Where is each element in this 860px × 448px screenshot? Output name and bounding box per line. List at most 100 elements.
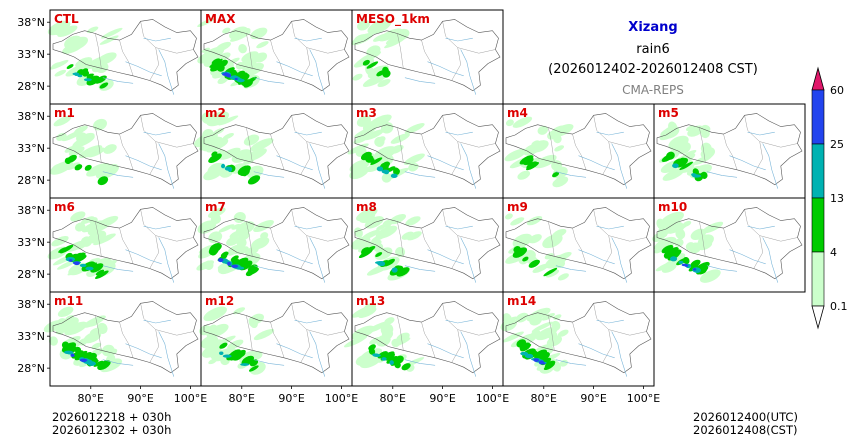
precip-light — [199, 142, 213, 151]
river-line — [460, 331, 477, 377]
precip-moderate — [401, 363, 411, 371]
province-boundary — [95, 221, 102, 257]
province-boundary — [119, 40, 134, 76]
river-line — [309, 331, 326, 377]
precip-moderate — [544, 360, 556, 369]
river-line — [706, 171, 738, 178]
panel-label: m5 — [658, 106, 679, 120]
province-boundary — [246, 221, 253, 257]
precip-heavy — [240, 363, 250, 366]
precip-field — [197, 18, 269, 89]
precip-intense — [684, 264, 689, 267]
lat-label: 28°N — [17, 268, 45, 281]
precip-light — [218, 115, 239, 126]
precip-moderate — [87, 73, 94, 78]
footer-valid-cst: 2026012408(CST) — [693, 423, 798, 437]
province-boundary — [119, 228, 134, 264]
precip-light — [654, 236, 677, 251]
precip-light — [47, 20, 71, 36]
precip-light — [70, 211, 86, 222]
precip-intense — [533, 358, 540, 362]
province-boundary — [572, 228, 587, 264]
river-line — [596, 131, 624, 136]
precip-moderate — [377, 351, 388, 359]
precip-light — [531, 329, 541, 337]
precip-light — [366, 321, 389, 333]
precip-light — [80, 216, 95, 225]
panel-m2: m2 — [194, 103, 353, 199]
precip-moderate — [94, 75, 107, 84]
precip-heavy — [383, 169, 390, 175]
province-boundary — [421, 322, 436, 358]
panel-frame — [653, 197, 806, 293]
precip-heavy — [671, 257, 677, 261]
lat-label: 33°N — [17, 48, 45, 61]
precip-heavy — [372, 353, 380, 357]
precip-heavy — [79, 263, 87, 268]
precip-light — [363, 129, 384, 141]
precip-moderate — [84, 164, 92, 171]
precip-heavy — [221, 163, 226, 169]
precip-light — [194, 132, 218, 148]
precip-moderate — [552, 171, 560, 178]
panel-label: m2 — [205, 106, 226, 120]
precip-field — [47, 20, 123, 91]
panel-label: m4 — [507, 106, 528, 120]
panel-m3: m3 — [347, 103, 504, 199]
lon-label: 80°E — [229, 392, 255, 405]
region-boundary — [354, 19, 501, 92]
panel-m4: m4 — [502, 103, 655, 199]
river-line — [555, 171, 587, 178]
panel-m12: m12 — [199, 291, 353, 387]
province-boundary — [270, 40, 285, 76]
panel-m14: m14 — [500, 291, 655, 387]
region-boundary — [354, 301, 501, 374]
panel-m6: m6 — [47, 197, 202, 293]
province-boundary — [149, 235, 159, 269]
precip-moderate — [393, 168, 400, 175]
panel-m13: m13 — [343, 291, 504, 387]
precip-light — [664, 257, 682, 267]
region-boundary — [52, 19, 199, 92]
precip-light — [517, 170, 531, 180]
river-line — [309, 49, 326, 95]
province-boundary — [451, 141, 461, 175]
precip-light — [236, 221, 255, 235]
precip-light — [537, 125, 549, 135]
province-boundary — [246, 127, 253, 163]
precip-intense — [692, 268, 697, 271]
precip-light — [405, 216, 421, 226]
province-boundary — [95, 315, 102, 351]
lat-label: 33°N — [17, 236, 45, 249]
panel-label: m10 — [658, 200, 687, 214]
precip-moderate — [382, 161, 390, 169]
precip-light — [57, 306, 74, 318]
precip-intense — [222, 72, 230, 76]
precip-light — [65, 64, 88, 77]
panel-label: m11 — [54, 294, 83, 308]
region-boundary — [52, 207, 199, 280]
river-line — [102, 171, 134, 178]
precip-light — [253, 220, 274, 233]
precip-light — [205, 46, 222, 56]
precip-light — [238, 44, 247, 54]
precip-intense — [68, 259, 73, 262]
precip-heavy — [391, 267, 398, 273]
panel-label: m12 — [205, 294, 234, 308]
region-boundary — [505, 301, 652, 374]
river-line — [276, 61, 313, 77]
precip-light — [390, 133, 410, 144]
river-line — [747, 131, 775, 136]
precip-light — [526, 307, 551, 322]
precip-moderate — [366, 61, 379, 69]
precip-light — [376, 224, 387, 231]
precip-heavy — [223, 354, 232, 358]
precip-light — [57, 25, 78, 38]
precip-heavy — [83, 78, 92, 82]
region-boundary — [505, 113, 652, 186]
precip-light — [243, 134, 260, 146]
river-line — [460, 143, 477, 189]
precip-light — [83, 331, 102, 344]
precip-heavy — [85, 266, 94, 271]
precip-light — [56, 132, 67, 141]
